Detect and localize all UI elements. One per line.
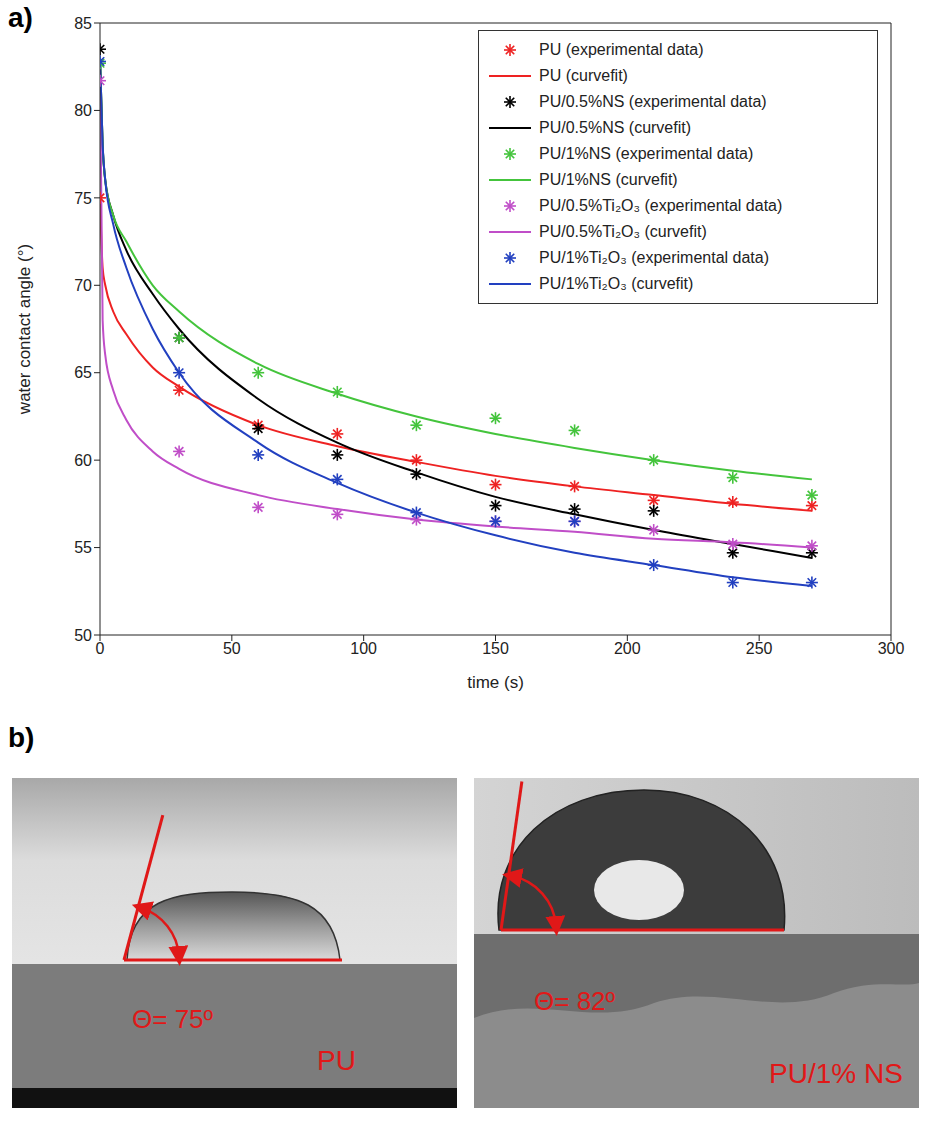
svg-text:85: 85	[74, 15, 92, 32]
svg-text:80: 80	[74, 102, 92, 119]
svg-text:100: 100	[350, 640, 377, 657]
html-text:b): b)	[8, 722, 35, 753]
svg-text:60: 60	[74, 452, 92, 469]
svg-text:0: 0	[96, 640, 105, 657]
html-text:a): a)	[8, 2, 33, 33]
svg-text:Θ= 82º: Θ= 82º	[534, 986, 616, 1016]
html-text:PU/0.5%NS (curvefit): PU/0.5%NS (curvefit)	[539, 119, 691, 136]
html-text:PU/0.5%Ti₂O₃ (experimental dat: PU/0.5%Ti₂O₃ (experimental data)	[539, 197, 783, 214]
html-text:PU/1%NS (experimental data): PU/1%NS (experimental data)	[539, 145, 754, 162]
svg-text:250: 250	[746, 640, 773, 657]
html-text:PU (curvefit): PU (curvefit)	[539, 67, 628, 84]
html-text:PU (experimental data): PU (experimental data)	[539, 41, 704, 58]
svg-text:PU: PU	[317, 1045, 356, 1076]
svg-text:PU/1% NS: PU/1% NS	[769, 1058, 903, 1089]
svg-text:70: 70	[74, 277, 92, 294]
html-text:PU/0.5%NS (experimental data): PU/0.5%NS (experimental data)	[539, 93, 767, 110]
svg-text:55: 55	[74, 539, 92, 556]
svg-text:150: 150	[482, 640, 509, 657]
svg-text:200: 200	[614, 640, 641, 657]
svg-text:50: 50	[74, 627, 92, 644]
svg-text:time (s): time (s)	[467, 673, 524, 692]
html-text:PU/0.5%Ti₂O₃ (curvefit): PU/0.5%Ti₂O₃ (curvefit)	[539, 223, 707, 240]
svg-text:50: 50	[223, 640, 241, 657]
svg-text:Θ= 75º: Θ= 75º	[132, 1004, 214, 1034]
svg-text:65: 65	[74, 364, 92, 381]
html-text:PU/1%Ti₂O₃ (experimental data): PU/1%Ti₂O₃ (experimental data)	[539, 249, 769, 266]
svg-text:75: 75	[74, 190, 92, 207]
html-text:PU/1%NS (curvefit): PU/1%NS (curvefit)	[539, 171, 678, 188]
html-text:PU/1%Ti₂O₃ (curvefit): PU/1%Ti₂O₃ (curvefit)	[539, 275, 694, 292]
svg-text:300: 300	[878, 640, 905, 657]
svg-text:water contact angle (°): water contact angle (°)	[15, 244, 34, 415]
